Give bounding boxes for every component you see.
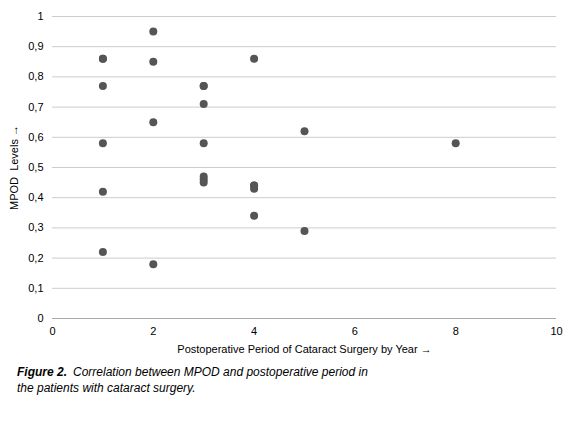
svg-text:0,1: 0,1 (28, 282, 43, 294)
html-text:Figure 2.: Figure 2. (17, 365, 67, 379)
svg-text:0,9: 0,9 (28, 40, 43, 52)
svg-text:0,6: 0,6 (28, 131, 43, 143)
svg-text:0,8: 0,8 (28, 70, 43, 82)
html-text:Correlation between MPOD and p: Correlation between MPOD and postoperati… (17, 365, 368, 396)
svg-text:Postoperative Period of Catara: Postoperative Period of Cataract Surgery… (177, 343, 431, 355)
svg-text:MPOD Levels →: MPOD Levels → (8, 125, 20, 210)
svg-text:0,3: 0,3 (28, 221, 43, 233)
svg-text:0,5: 0,5 (28, 161, 43, 173)
svg-text:4: 4 (251, 325, 257, 337)
svg-text:0,2: 0,2 (28, 252, 43, 264)
svg-text:0: 0 (37, 312, 43, 324)
svg-text:0: 0 (49, 325, 55, 337)
svg-text:8: 8 (453, 325, 459, 337)
svg-text:0,7: 0,7 (28, 101, 43, 113)
svg-text:1: 1 (37, 10, 43, 22)
svg-text:2: 2 (150, 325, 156, 337)
svg-text:6: 6 (352, 325, 358, 337)
svg-text:10: 10 (550, 325, 562, 337)
svg-text:0,4: 0,4 (28, 191, 43, 203)
